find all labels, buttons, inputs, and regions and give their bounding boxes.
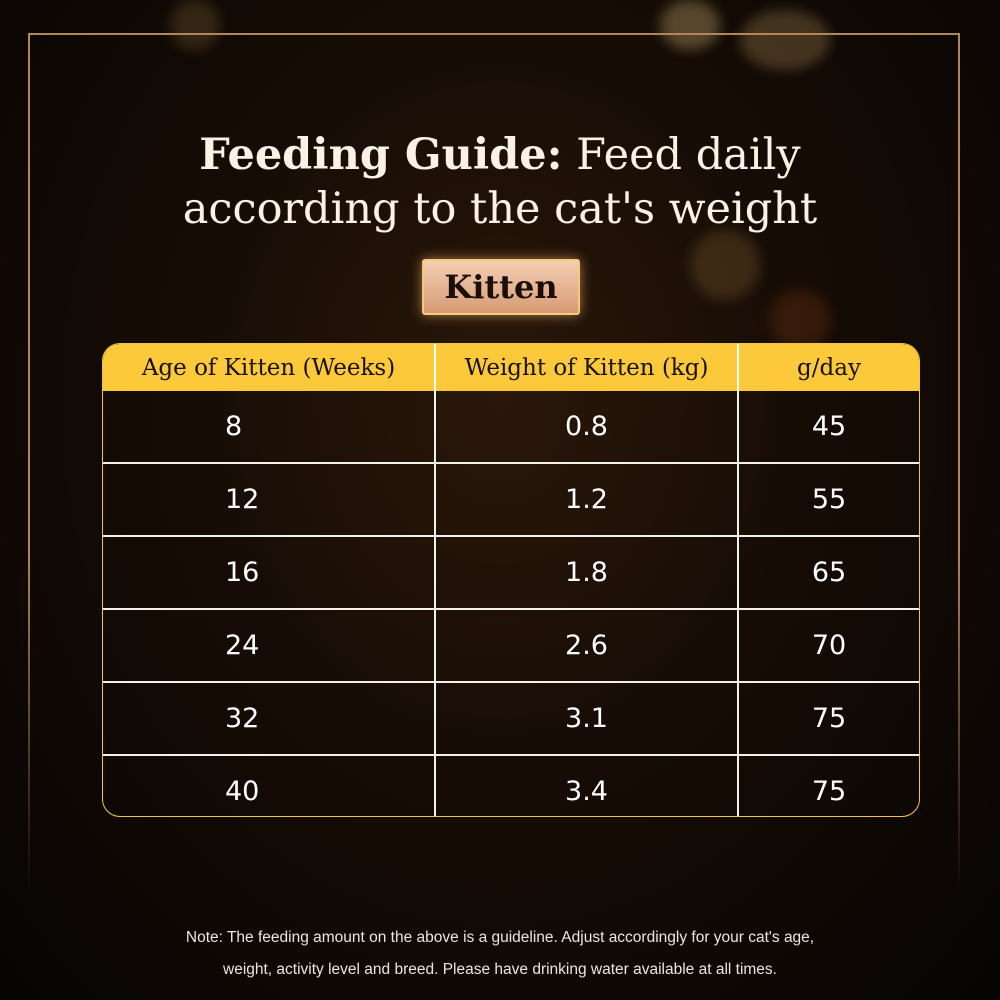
table-row: 16 1.8 65 bbox=[103, 535, 919, 608]
cell-weight: 3.4 bbox=[434, 756, 737, 816]
bokeh-light bbox=[660, 0, 720, 50]
note-line1: Note: The feeding amount on the above is… bbox=[185, 929, 815, 946]
cell-weight: 3.1 bbox=[434, 683, 737, 754]
table-row: 12 1.2 55 bbox=[103, 462, 919, 535]
cell-gday: 65 bbox=[737, 537, 919, 608]
cell-age: 40 bbox=[225, 776, 260, 807]
cell-weight: 2.6 bbox=[434, 610, 737, 681]
cell-age: 16 bbox=[225, 557, 260, 588]
table-row: 40 3.4 75 bbox=[103, 754, 919, 816]
cell-gday: 45 bbox=[737, 391, 919, 462]
cell-age: 32 bbox=[225, 703, 260, 734]
cell-age: 12 bbox=[225, 484, 260, 515]
title-bold: Feeding Guide: bbox=[199, 130, 563, 180]
header-gday: g/day bbox=[737, 344, 919, 391]
cell-weight: 1.8 bbox=[434, 537, 737, 608]
header-weight: Weight of Kitten (kg) bbox=[434, 344, 737, 391]
cell-gday: 70 bbox=[737, 610, 919, 681]
table-row: 8 0.8 45 bbox=[103, 391, 919, 462]
header-age: Age of Kitten (Weeks) bbox=[141, 354, 396, 381]
cell-gday: 55 bbox=[737, 464, 919, 535]
bokeh-light bbox=[740, 10, 830, 70]
table-row: 24 2.6 70 bbox=[103, 608, 919, 681]
title-line2: according to the cat's weight bbox=[182, 184, 818, 234]
cell-gday: 75 bbox=[737, 683, 919, 754]
cell-weight: 1.2 bbox=[434, 464, 737, 535]
footnote: Note: The feeding amount on the above is… bbox=[0, 922, 1000, 986]
page-title: Feeding Guide: Feed daily according to t… bbox=[0, 128, 1000, 236]
cell-age: 8 bbox=[225, 411, 243, 442]
decorative-frame bbox=[28, 33, 960, 895]
table-row: 32 3.1 75 bbox=[103, 681, 919, 754]
feeding-table: Age of Kitten (Weeks) Weight of Kitten (… bbox=[102, 343, 920, 817]
note-line2: weight, activity level and breed. Please… bbox=[223, 961, 777, 978]
cell-age: 24 bbox=[225, 630, 260, 661]
bokeh-light bbox=[690, 230, 760, 300]
bokeh-light bbox=[770, 290, 830, 350]
cell-weight: 0.8 bbox=[434, 391, 737, 462]
kitten-badge: Kitten bbox=[422, 259, 580, 315]
title-line1: Feed daily bbox=[562, 130, 801, 180]
cell-gday: 75 bbox=[737, 756, 919, 816]
bokeh-light bbox=[170, 0, 220, 50]
table-header: Age of Kitten (Weeks) Weight of Kitten (… bbox=[103, 344, 919, 391]
